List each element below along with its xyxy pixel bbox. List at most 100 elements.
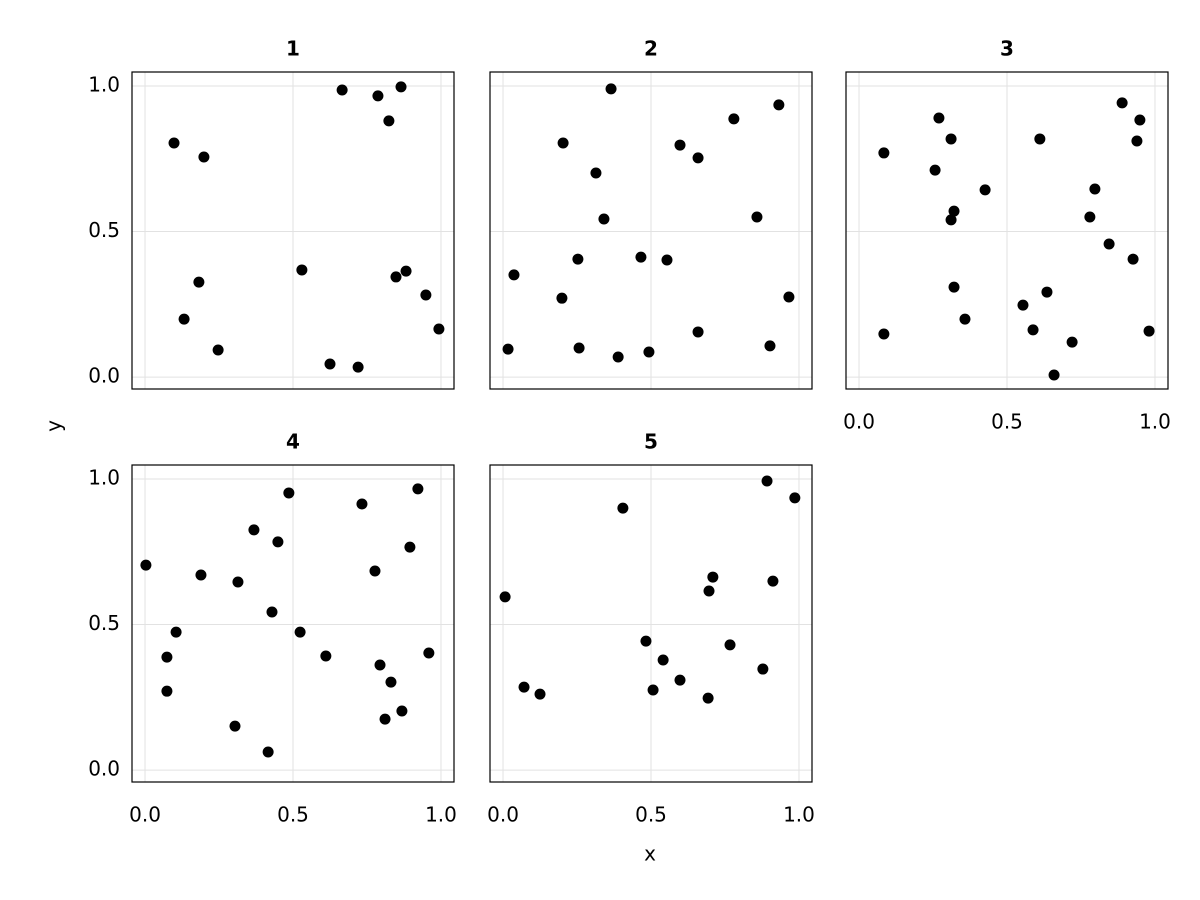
- point: [929, 164, 941, 176]
- point: [352, 361, 364, 373]
- point: [383, 115, 395, 127]
- point: [1066, 336, 1078, 348]
- point: [1134, 114, 1146, 126]
- point: [1048, 369, 1060, 381]
- point: [161, 651, 173, 663]
- panel-title: 3: [1000, 37, 1014, 61]
- point: [385, 676, 397, 688]
- y-tick-label: 0.0: [88, 364, 120, 388]
- point: [764, 340, 776, 352]
- x-tick-label: 0.5: [277, 803, 309, 827]
- point: [412, 483, 424, 495]
- point: [369, 565, 381, 577]
- point: [499, 591, 511, 603]
- point: [933, 112, 945, 124]
- point: [1116, 97, 1128, 109]
- x-tick-label: 1.0: [1139, 410, 1171, 434]
- plot-frame: [489, 71, 813, 390]
- point: [356, 498, 368, 510]
- point: [959, 313, 971, 325]
- point: [395, 81, 407, 93]
- point: [657, 654, 669, 666]
- x-tick-label: 0.0: [843, 410, 875, 434]
- point: [296, 264, 308, 276]
- panel-title: 1: [286, 37, 300, 61]
- point: [390, 271, 402, 283]
- point: [724, 639, 736, 651]
- y-tick-label: 0.0: [88, 757, 120, 781]
- point: [1084, 211, 1096, 223]
- point: [692, 152, 704, 164]
- point: [751, 211, 763, 223]
- y-tick-label: 1.0: [88, 465, 120, 489]
- point: [283, 487, 295, 499]
- point: [590, 167, 602, 179]
- point: [707, 571, 719, 583]
- point: [372, 90, 384, 102]
- point: [262, 746, 274, 758]
- point: [572, 253, 584, 265]
- point: [945, 133, 957, 145]
- point: [948, 205, 960, 217]
- point: [423, 647, 435, 659]
- point: [1027, 324, 1039, 336]
- point: [643, 346, 655, 358]
- plot-frame: [131, 464, 455, 783]
- point: [168, 137, 180, 149]
- point: [178, 313, 190, 325]
- point: [948, 281, 960, 293]
- panel-title: 5: [644, 430, 658, 454]
- point: [212, 344, 224, 356]
- point: [979, 184, 991, 196]
- point: [1089, 183, 1101, 195]
- point: [396, 705, 408, 717]
- point: [379, 713, 391, 725]
- point: [1143, 325, 1155, 337]
- point: [374, 659, 386, 671]
- point: [195, 569, 207, 581]
- x-tick-label: 1.0: [783, 803, 815, 827]
- y-tick-label: 0.5: [88, 611, 120, 635]
- panel-title: 4: [286, 430, 300, 454]
- point: [400, 265, 412, 277]
- point: [640, 635, 652, 647]
- point: [198, 151, 210, 163]
- y-tick-label: 0.5: [88, 218, 120, 242]
- point: [193, 276, 205, 288]
- point: [518, 681, 530, 693]
- point: [433, 323, 445, 335]
- point: [661, 254, 673, 266]
- x-tick-label: 0.5: [991, 410, 1023, 434]
- point: [692, 326, 704, 338]
- point: [229, 720, 241, 732]
- point: [573, 342, 585, 354]
- point: [272, 536, 284, 548]
- point: [702, 692, 714, 704]
- y-tick-label: 1.0: [88, 72, 120, 96]
- point: [703, 585, 715, 597]
- plot-frame: [489, 464, 813, 783]
- point: [324, 358, 336, 370]
- plot-frame: [845, 71, 1169, 390]
- point: [617, 502, 629, 514]
- point: [878, 147, 890, 159]
- point: [757, 663, 769, 675]
- point: [674, 674, 686, 686]
- point: [674, 139, 686, 151]
- point: [294, 626, 306, 638]
- x-tick-label: 0.0: [487, 803, 519, 827]
- point: [728, 113, 740, 125]
- point: [508, 269, 520, 281]
- point: [170, 626, 182, 638]
- point: [232, 576, 244, 588]
- point: [761, 475, 773, 487]
- point: [557, 137, 569, 149]
- point: [878, 328, 890, 340]
- point: [140, 559, 152, 571]
- point: [598, 213, 610, 225]
- point: [161, 685, 173, 697]
- point: [266, 606, 278, 618]
- panel-title: 2: [644, 37, 658, 61]
- point: [783, 291, 795, 303]
